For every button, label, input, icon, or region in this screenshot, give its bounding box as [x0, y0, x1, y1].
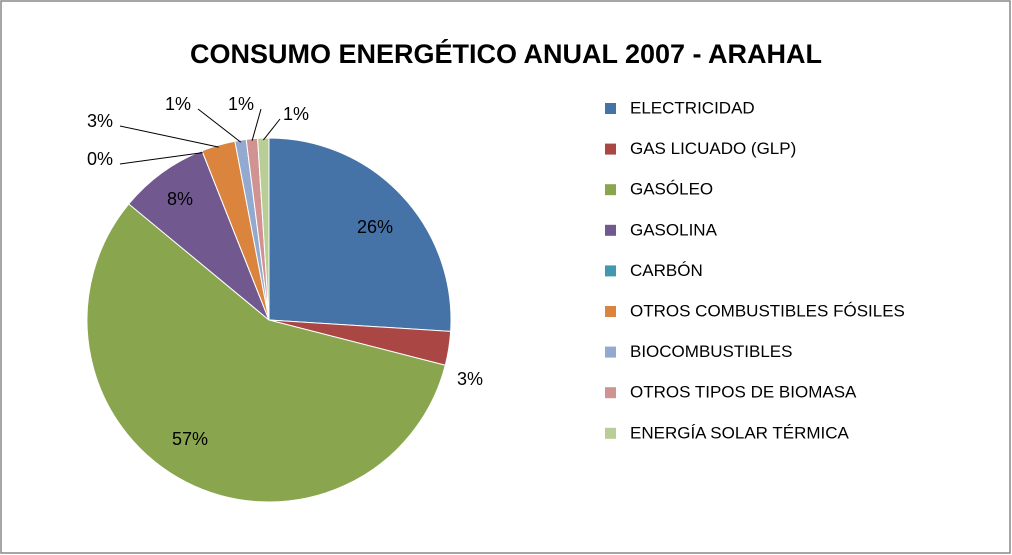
data-label: 1%: [228, 94, 254, 114]
data-label: 3%: [87, 111, 113, 131]
legend-label: BIOCOMBUSTIBLES: [630, 342, 792, 361]
legend-swatch: [605, 143, 616, 155]
legend-label: ELECTRICIDAD: [630, 98, 755, 117]
data-label: 26%: [357, 217, 393, 237]
leader-line: [119, 152, 203, 165]
legend-swatch: [605, 427, 616, 439]
legend-label: CARBÓN: [630, 261, 703, 280]
legend-swatch: [605, 224, 616, 236]
legend-label: OTROS COMBUSTIBLES FÓSILES: [630, 301, 905, 320]
pie-slice: [257, 137, 270, 321]
legend-label: OTROS TIPOS DE BIOMASA: [630, 383, 857, 402]
leader-line: [251, 108, 262, 141]
legend-swatch: [605, 103, 616, 114]
leader-line: [262, 118, 281, 141]
pie-slice: [128, 150, 270, 321]
pie-slice: [86, 203, 446, 503]
leader-line: [197, 108, 242, 143]
data-label: 57%: [172, 429, 208, 449]
data-label: 3%: [457, 369, 483, 389]
legend-swatch: [605, 306, 616, 317]
legend-swatch: [605, 184, 616, 196]
legend-swatch: [605, 265, 616, 277]
data-label: 1%: [283, 104, 309, 124]
legend-label: GAS LICUADO (GLP): [630, 139, 796, 158]
legend-label: ENERGÍA SOLAR TÉRMICA: [630, 423, 850, 442]
data-label: 8%: [167, 189, 193, 209]
data-label: 0%: [87, 149, 113, 169]
legend-swatch: [605, 387, 616, 399]
pie-slice: [268, 137, 452, 332]
legend-swatch: [605, 346, 616, 358]
legend-label: GASOLINA: [630, 220, 718, 239]
leader-line: [119, 125, 219, 148]
data-label: 1%: [165, 94, 191, 114]
chart-title: CONSUMO ENERGÉTICO ANUAL 2007 - ARAHAL: [190, 38, 822, 69]
legend-label: GASÓLEO: [630, 180, 713, 199]
